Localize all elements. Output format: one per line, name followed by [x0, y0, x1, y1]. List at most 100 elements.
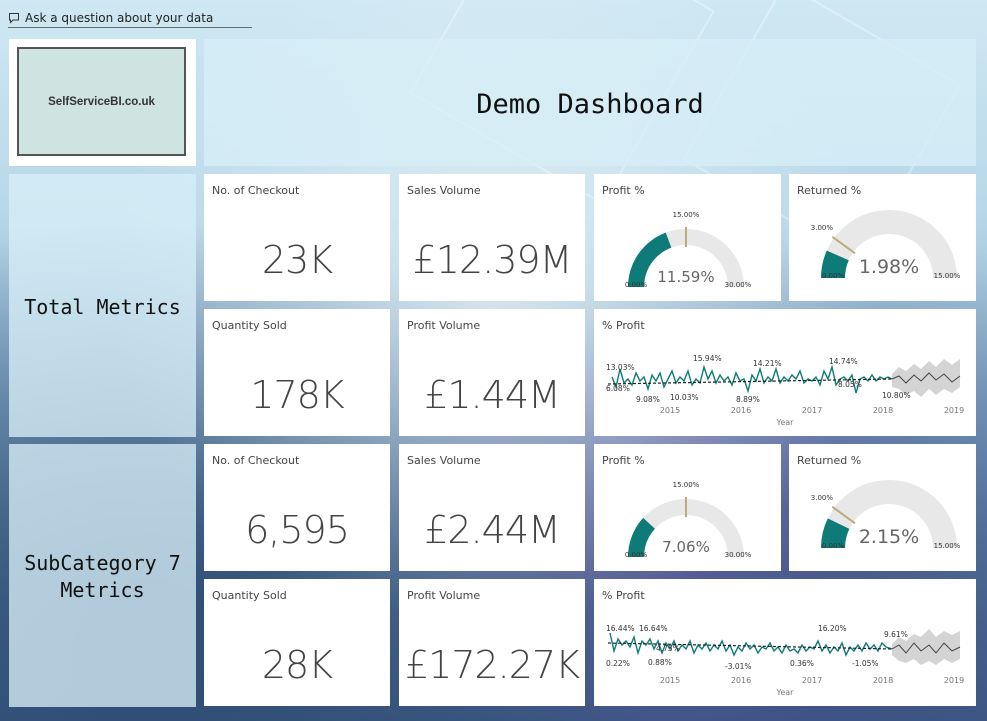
title-tile[interactable]: Demo Dashboard [204, 39, 976, 166]
card-quantity-sold[interactable]: Quantity Sold 178K [204, 309, 390, 436]
x-tick: 2016 [731, 676, 751, 685]
card-label: Sales Volume [407, 184, 481, 197]
card-label: Sales Volume [407, 454, 481, 467]
card-value: £2.44M [424, 508, 561, 552]
gauge-value: 2.15% [859, 526, 919, 548]
card-no-of-checkout[interactable]: No. of Checkout 6,595 [204, 444, 390, 571]
card-label: No. of Checkout [212, 184, 300, 197]
gauge-target-label: 15.00% [673, 211, 700, 219]
x-tick: 2017 [802, 676, 822, 685]
card-value: £12.39M [412, 238, 573, 282]
card-profit-volume[interactable]: Profit Volume £1.44M [399, 309, 585, 436]
gauge-value: 7.06% [662, 538, 710, 556]
card-sales-volume[interactable]: Sales Volume £12.39M [399, 174, 585, 301]
card-value: 6,595 [245, 508, 350, 552]
data-label: 16.44% [606, 624, 635, 633]
returned-gauge: 0.00% 15.00% 3.00% 2.15% [811, 480, 961, 550]
card-profit-gauge[interactable]: Profit % 0.00% 30.00% 15.00% 7.06% [594, 444, 781, 571]
logo-tile[interactable]: SelfServiceBI.co.uk [9, 39, 196, 166]
data-label: 14.74% [829, 357, 858, 366]
gauge-min-label: 0.00% [625, 551, 648, 559]
gauge-value: 1.98% [859, 256, 919, 278]
gauge-min-label: 0.00% [822, 542, 845, 550]
card-sales-volume[interactable]: Sales Volume £2.44M [399, 444, 585, 571]
gauge-max-label: 30.00% [725, 551, 752, 559]
card-label: % Profit [602, 319, 645, 332]
chat-bubble-icon [9, 13, 19, 24]
gauge-value-arc [821, 250, 849, 278]
data-label: 16.20% [818, 624, 847, 633]
gauge-min-label: 0.00% [625, 281, 648, 289]
data-label: 10.03% [670, 393, 699, 402]
gauge-background [821, 210, 957, 278]
data-label: 13.03% [606, 363, 635, 372]
card-profit-trend[interactable]: % Profit 16.44% 16.64% 0.22% 0.88% 4.75%… [594, 579, 976, 706]
section-panel-total[interactable]: Total Metrics [9, 174, 196, 437]
card-no-of-checkout[interactable]: No. of Checkout 23K [204, 174, 390, 301]
x-tick: 2016 [731, 406, 751, 415]
card-value: £1.44M [424, 373, 561, 417]
gauge-max-label: 15.00% [934, 272, 961, 280]
gauge-target-marker [831, 506, 856, 525]
data-label: 9.08% [636, 395, 660, 404]
data-label: 16.64% [639, 624, 668, 633]
profit-gauge: 0.00% 30.00% 15.00% 7.06% [625, 481, 752, 559]
data-label: 8.05% [838, 380, 862, 389]
forecast-band [892, 359, 960, 397]
actual-series-line [609, 632, 893, 657]
x-tick: 2019 [944, 406, 964, 415]
card-label: No. of Checkout [212, 454, 300, 467]
gauge-value-arc [628, 232, 672, 287]
card-value: 23K [261, 238, 333, 282]
forecast-line [891, 642, 961, 654]
x-axis-title: Year [776, 418, 795, 427]
gauge-value-arc [821, 518, 850, 548]
data-label: 10.80% [882, 391, 911, 400]
actual-series-line [611, 364, 893, 394]
profit-gauge: 0.00% 30.00% 15.00% 11.59% [625, 211, 752, 289]
section-panel-subcategory[interactable]: SubCategory 7 Metrics [9, 444, 196, 707]
forecast-line [891, 372, 961, 384]
qa-search-input[interactable]: Ask a question about your data [8, 9, 252, 28]
card-value: £172.27K [404, 643, 580, 687]
page-title: Demo Dashboard [476, 89, 704, 120]
card-label: Profit % [602, 454, 645, 467]
card-label: % Profit [602, 589, 645, 602]
card-returned-gauge[interactable]: Returned % 0.00% 15.00% 3.00% 1.98% [789, 174, 976, 301]
x-tick: 2018 [873, 406, 893, 415]
card-profit-volume[interactable]: Profit Volume £172.27K [399, 579, 585, 706]
data-label: 0.36% [790, 659, 814, 668]
data-label: 6.08% [606, 384, 630, 393]
qa-placeholder: Ask a question about your data [25, 11, 214, 25]
card-profit-gauge[interactable]: Profit % 0.00% 30.00% 15.00% 11.59% [594, 174, 781, 301]
data-label: 14.21% [753, 359, 782, 368]
section-label: SubCategory 7 Metrics [24, 551, 181, 602]
data-label: 8.89% [736, 395, 760, 404]
card-label: Profit % [602, 184, 645, 197]
section-label: Total Metrics [24, 295, 181, 319]
gauge-max-label: 30.00% [725, 281, 752, 289]
card-profit-trend[interactable]: % Profit 13.03% 6.08% 9.08% 10.03% 15.94… [594, 309, 976, 436]
gauge-max-label: 15.00% [934, 542, 961, 550]
x-axis-title: Year [776, 688, 795, 697]
trend-line [607, 378, 893, 385]
data-label: 0.22% [606, 659, 630, 668]
x-tick: 2017 [802, 406, 822, 415]
profit-trend-chart: 13.03% 6.08% 9.08% 10.03% 15.94% 8.89% 1… [606, 354, 964, 427]
returned-gauge: 0.00% 15.00% 3.00% 1.98% [811, 210, 961, 280]
gauge-background [821, 480, 957, 548]
data-label: 0.88% [648, 658, 672, 667]
gauge-target-label: 15.00% [673, 481, 700, 489]
data-label: 9.61% [884, 630, 908, 639]
card-value: 178K [250, 373, 344, 417]
card-quantity-sold[interactable]: Quantity Sold 28K [204, 579, 390, 706]
trend-line [607, 642, 893, 650]
x-tick: 2015 [660, 676, 680, 685]
data-label: 4.75% [656, 644, 680, 653]
profit-trend-chart: 16.44% 16.64% 0.22% 0.88% 4.75% -3.01% 0… [606, 624, 964, 697]
card-label: Profit Volume [407, 589, 481, 602]
data-label: -3.01% [725, 662, 752, 671]
card-returned-gauge[interactable]: Returned % 0.00% 15.00% 3.00% 2.15% [789, 444, 976, 571]
gauge-target-label: 3.00% [811, 224, 834, 232]
gauge-value-arc [628, 517, 655, 557]
